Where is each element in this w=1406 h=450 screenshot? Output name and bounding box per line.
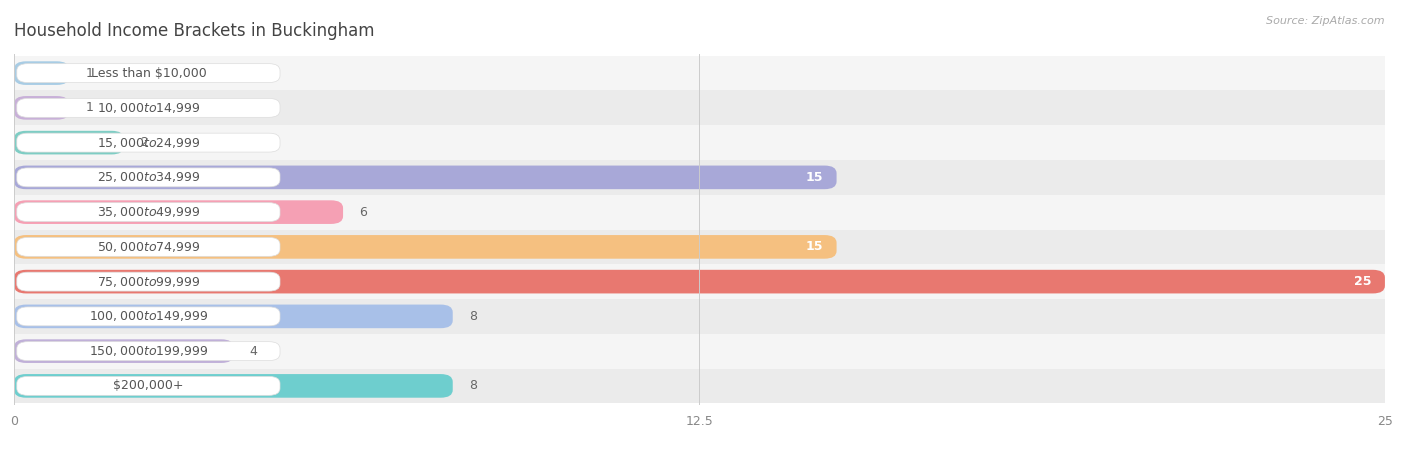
FancyBboxPatch shape: [14, 96, 69, 120]
FancyBboxPatch shape: [14, 339, 233, 363]
Text: 1: 1: [86, 101, 93, 114]
Text: 15: 15: [806, 171, 823, 184]
Text: 15: 15: [806, 240, 823, 253]
Text: $75,000 to $99,999: $75,000 to $99,999: [97, 274, 200, 288]
Text: Source: ZipAtlas.com: Source: ZipAtlas.com: [1267, 16, 1385, 26]
Text: $200,000+: $200,000+: [112, 379, 184, 392]
Text: 6: 6: [360, 206, 367, 219]
FancyBboxPatch shape: [17, 307, 280, 326]
Text: $150,000 to $199,999: $150,000 to $199,999: [89, 344, 208, 358]
Text: 25: 25: [1354, 275, 1371, 288]
Text: 4: 4: [250, 345, 257, 358]
FancyBboxPatch shape: [17, 272, 280, 291]
FancyBboxPatch shape: [14, 61, 69, 85]
FancyBboxPatch shape: [14, 200, 343, 224]
FancyBboxPatch shape: [17, 377, 280, 396]
FancyBboxPatch shape: [14, 270, 1385, 293]
FancyBboxPatch shape: [0, 160, 1406, 195]
Text: 2: 2: [141, 136, 148, 149]
Text: $35,000 to $49,999: $35,000 to $49,999: [97, 205, 200, 219]
Text: Less than $10,000: Less than $10,000: [90, 67, 207, 80]
FancyBboxPatch shape: [0, 195, 1406, 230]
Text: $50,000 to $74,999: $50,000 to $74,999: [97, 240, 200, 254]
FancyBboxPatch shape: [17, 238, 280, 256]
FancyBboxPatch shape: [0, 230, 1406, 264]
FancyBboxPatch shape: [0, 299, 1406, 334]
FancyBboxPatch shape: [17, 342, 280, 360]
FancyBboxPatch shape: [0, 56, 1406, 90]
Text: $15,000 to $24,999: $15,000 to $24,999: [97, 135, 200, 149]
FancyBboxPatch shape: [17, 133, 280, 152]
FancyBboxPatch shape: [0, 334, 1406, 369]
FancyBboxPatch shape: [17, 202, 280, 221]
FancyBboxPatch shape: [0, 125, 1406, 160]
Text: Household Income Brackets in Buckingham: Household Income Brackets in Buckingham: [14, 22, 374, 40]
Text: 8: 8: [470, 379, 477, 392]
Text: $100,000 to $149,999: $100,000 to $149,999: [89, 310, 208, 324]
FancyBboxPatch shape: [14, 131, 124, 154]
FancyBboxPatch shape: [14, 235, 837, 259]
Text: 1: 1: [86, 67, 93, 80]
FancyBboxPatch shape: [17, 168, 280, 187]
FancyBboxPatch shape: [0, 369, 1406, 403]
FancyBboxPatch shape: [0, 264, 1406, 299]
FancyBboxPatch shape: [14, 166, 837, 189]
Text: 8: 8: [470, 310, 477, 323]
FancyBboxPatch shape: [14, 305, 453, 328]
FancyBboxPatch shape: [17, 63, 280, 82]
Text: $10,000 to $14,999: $10,000 to $14,999: [97, 101, 200, 115]
FancyBboxPatch shape: [0, 90, 1406, 125]
FancyBboxPatch shape: [14, 374, 453, 398]
FancyBboxPatch shape: [17, 99, 280, 117]
Text: $25,000 to $34,999: $25,000 to $34,999: [97, 171, 200, 184]
